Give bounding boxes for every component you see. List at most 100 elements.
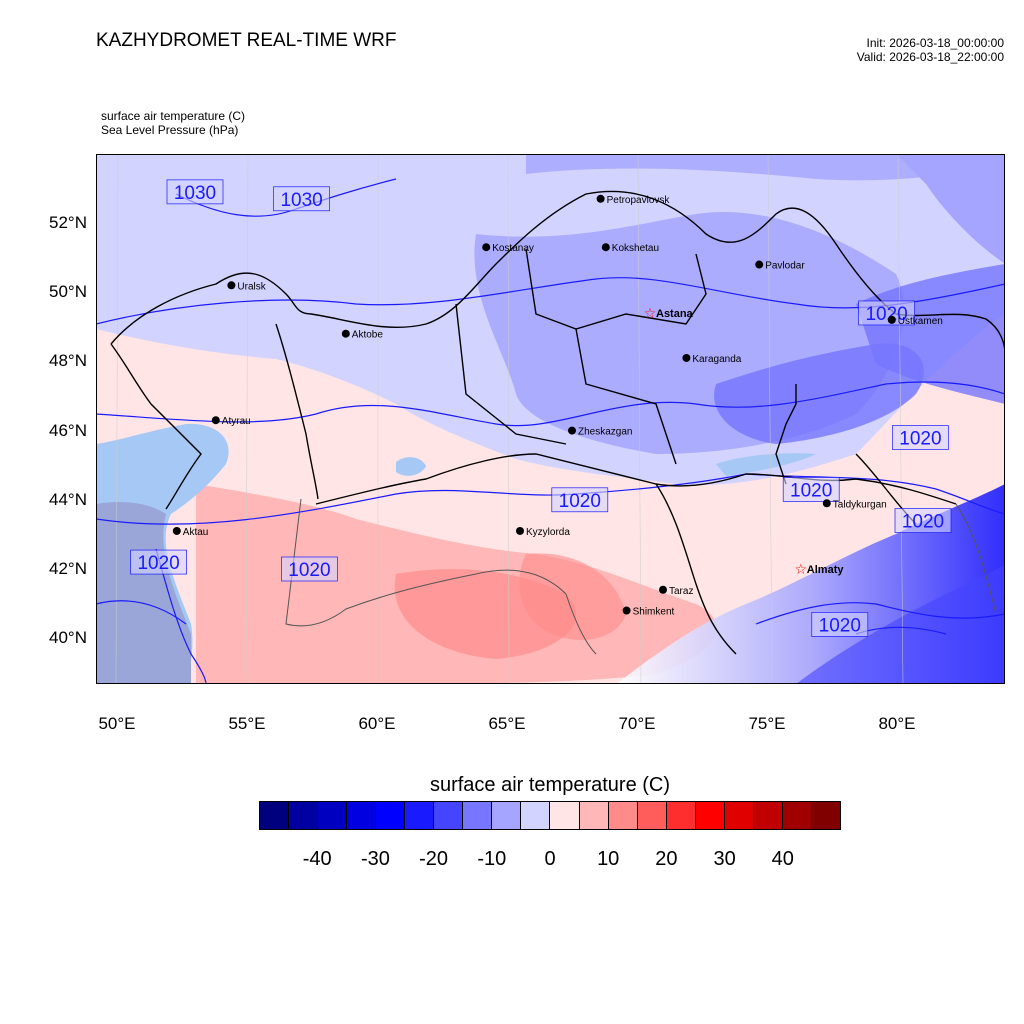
colorbar xyxy=(259,801,841,830)
lat-label: 44°N xyxy=(49,489,87,509)
colorbar-bin xyxy=(434,802,464,829)
city-marker: Taraz xyxy=(659,585,693,597)
weather-map: 1030 1030 1020 1020 1020 1020 1020 1020 1020 1020… xyxy=(96,154,1005,684)
isobar-label-text: 1020 xyxy=(790,480,832,501)
city-marker: Ustkamen xyxy=(887,315,943,327)
field-legend: surface air temperature (C) Sea Level Pr… xyxy=(101,109,245,137)
city-marker: ☆ Almaty xyxy=(795,562,845,578)
lon-label: 75°E xyxy=(748,714,786,733)
city-dot-icon xyxy=(822,499,831,508)
colorbar-bin xyxy=(289,802,319,829)
colorbar-bin xyxy=(521,802,551,829)
isobar-label-text: 1020 xyxy=(819,615,861,636)
isobar-label: 1030 xyxy=(273,186,330,212)
city-dot-icon xyxy=(596,194,605,203)
lon-label: 60°E xyxy=(358,714,396,733)
colorbar-tick-label: -30 xyxy=(360,848,390,870)
city-dot-icon xyxy=(755,260,764,269)
city-marker: Pavlodar xyxy=(755,260,805,272)
city-marker: Taldykurgan xyxy=(822,499,887,510)
colorbar-tick-label: -10 xyxy=(477,848,507,870)
city-marker: Karaganda xyxy=(682,353,742,365)
lat-label: 46°N xyxy=(49,420,87,440)
isobar-label: 1020 xyxy=(894,508,952,533)
isobar-label-text: 1020 xyxy=(137,553,179,574)
city-dot-icon xyxy=(341,329,350,338)
city-dot-icon xyxy=(659,585,667,594)
city-marker: Kyzylorda xyxy=(516,526,570,538)
city-marker: ☆ Astana xyxy=(644,306,694,322)
city-dot-icon xyxy=(682,353,691,362)
city-name: Zheskazgan xyxy=(578,427,632,438)
city-name: Taraz xyxy=(669,586,693,597)
isobar-label: 1020 xyxy=(281,556,338,582)
city-dot-icon xyxy=(622,606,631,615)
colorbar-bin xyxy=(260,802,290,829)
city-marker: Atyrau xyxy=(211,416,251,427)
colorbar-tick-label: -40 xyxy=(302,848,332,870)
init-time: Init: 2026-03-18_00:00:00 xyxy=(866,36,1004,50)
city-dot-icon xyxy=(211,416,220,425)
field-pressure-label: Sea Level Pressure (hPa) xyxy=(101,123,239,137)
cities: Petropavlovsk Kostanay Kokshetau Pavlodar Ur… xyxy=(172,194,943,618)
city-dot-icon xyxy=(887,315,896,324)
colorbar-bin xyxy=(405,802,435,829)
colorbar-bin xyxy=(579,802,609,829)
city-name: Shimkent xyxy=(633,607,675,618)
city-dot-icon xyxy=(568,426,576,435)
city-name: Aktobe xyxy=(352,330,384,341)
isobar-label: 1020 xyxy=(858,300,915,326)
isobar-label: 1030 xyxy=(166,179,224,205)
colorbar-tick-label: 10 xyxy=(597,848,620,870)
lat-label: 50°N xyxy=(49,282,87,302)
colorbar-bin xyxy=(463,802,493,829)
city-name: Almaty xyxy=(807,564,845,576)
graticule xyxy=(115,154,904,684)
city-name: Petropavlovsk xyxy=(607,195,671,206)
lon-label: 50°E xyxy=(98,714,136,733)
lon-label: 70°E xyxy=(618,714,656,733)
capital-star-icon: ☆ xyxy=(644,306,657,322)
city-name: Aktau xyxy=(183,527,209,538)
colorbar-tick-label: -20 xyxy=(419,848,449,870)
colorbar-title: surface air temperature (C) xyxy=(429,774,671,796)
city-name: Uralsk xyxy=(237,281,266,292)
city-marker: Aktau xyxy=(172,526,209,538)
lat-label: 52°N xyxy=(49,213,87,232)
lat-label: 42°N xyxy=(49,559,87,578)
city-name: Taldykurgan xyxy=(833,499,887,510)
colorbar-bin xyxy=(318,802,348,829)
city-name: Kyzylorda xyxy=(526,527,570,538)
colorbar-tick-label: 40 xyxy=(771,848,794,870)
isobar-label: 1020 xyxy=(811,612,869,637)
isobar-label-text: 1030 xyxy=(174,183,216,204)
colorbar-bin xyxy=(666,802,696,829)
colorbar-bin xyxy=(492,802,522,829)
isobar-label: 1020 xyxy=(892,425,949,450)
isobar-label: 1020 xyxy=(782,477,840,502)
city-marker: Zheskazgan xyxy=(568,426,632,438)
colorbar-bin xyxy=(637,802,667,829)
city-name: Kostanay xyxy=(492,243,534,254)
city-name: Astana xyxy=(656,308,694,320)
lon-label: 65°E xyxy=(488,714,526,733)
valid-time: Valid: 2026-03-18_22:00:00 xyxy=(856,50,1004,64)
colorbar-bin xyxy=(724,802,754,829)
city-marker: Petropavlovsk xyxy=(596,194,671,206)
colorbar-tick-label: 0 xyxy=(544,848,556,870)
run-times: Init: 2026-03-18_00:00:00 Valid: 2026-03… xyxy=(857,36,1004,64)
city-name: Ustkamen xyxy=(898,316,943,327)
city-marker: Shimkent xyxy=(622,606,675,618)
colorbar-tick-label: 20 xyxy=(655,848,678,870)
colorbar-tick-label: 30 xyxy=(713,848,736,870)
city-dot-icon xyxy=(601,243,610,252)
city-name: Pavlodar xyxy=(765,261,805,272)
city-marker: Kostanay xyxy=(482,243,534,254)
isobar-label-text: 1020 xyxy=(899,429,941,450)
city-name: Atyrau xyxy=(222,416,251,427)
isobar-label-text: 1020 xyxy=(288,560,330,581)
isobar-label: 1020 xyxy=(551,487,609,513)
isobar-label: 1020 xyxy=(130,549,187,575)
colorbar-bin xyxy=(608,802,638,829)
city-marker: Uralsk xyxy=(227,281,267,292)
